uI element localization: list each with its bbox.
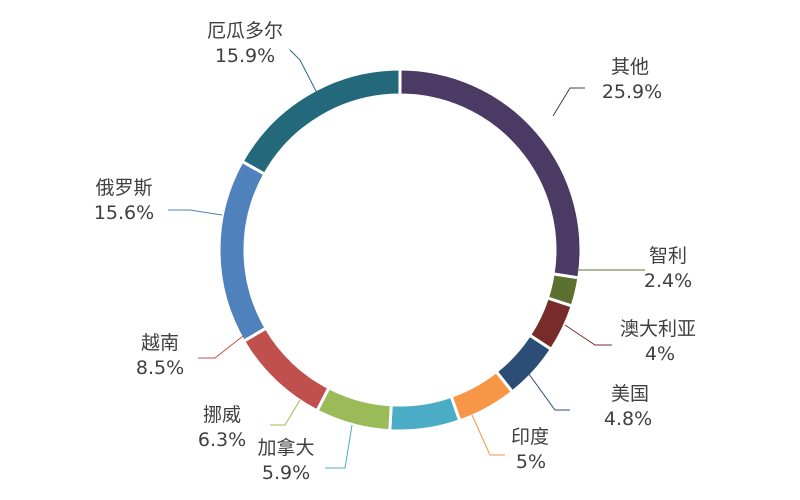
leader-line-5 xyxy=(471,414,505,456)
category-label-7: 挪威 xyxy=(203,404,241,426)
donut-slice-9 xyxy=(217,159,269,344)
value-label-4: 4.8% xyxy=(604,408,652,430)
leader-line-4 xyxy=(525,369,570,411)
value-label-9: 15.6% xyxy=(94,202,154,224)
donut-slice-6 xyxy=(388,394,462,433)
leader-line-3 xyxy=(564,324,612,346)
donut-slice-7 xyxy=(314,385,393,433)
category-label-6: 加拿大 xyxy=(257,436,314,459)
value-label-8: 8.5% xyxy=(136,357,184,379)
category-label-4: 美国 xyxy=(611,383,649,405)
leader-line-7 xyxy=(270,399,301,426)
value-label-10: 15.9% xyxy=(215,45,275,67)
value-label-7: 6.3% xyxy=(198,429,246,451)
donut-slice-8 xyxy=(241,326,331,413)
donut-slice-1 xyxy=(398,67,583,280)
category-label-5: 印度 xyxy=(511,426,549,448)
value-label-1: 25.9% xyxy=(602,81,662,103)
category-label-3: 澳大利亚 xyxy=(620,318,696,340)
category-label-2: 智利 xyxy=(649,245,687,267)
leader-line-9 xyxy=(168,209,223,216)
value-label-6: 5.9% xyxy=(262,462,310,484)
leader-line-6 xyxy=(325,424,353,469)
category-label-1: 其他 xyxy=(611,56,649,78)
donut-slice-10 xyxy=(240,67,402,177)
leader-line-1 xyxy=(552,87,585,117)
value-label-5: 5% xyxy=(516,451,546,473)
value-label-3: 4% xyxy=(645,343,675,365)
leader-line-8 xyxy=(198,335,244,359)
category-label-10: 厄瓜多尔 xyxy=(207,20,283,42)
leader-line-10 xyxy=(289,49,319,96)
value-label-2: 2.4% xyxy=(644,270,692,292)
category-label-9: 俄罗斯 xyxy=(95,177,152,199)
donut-slice-5 xyxy=(449,369,515,423)
category-label-8: 越南 xyxy=(141,332,179,354)
